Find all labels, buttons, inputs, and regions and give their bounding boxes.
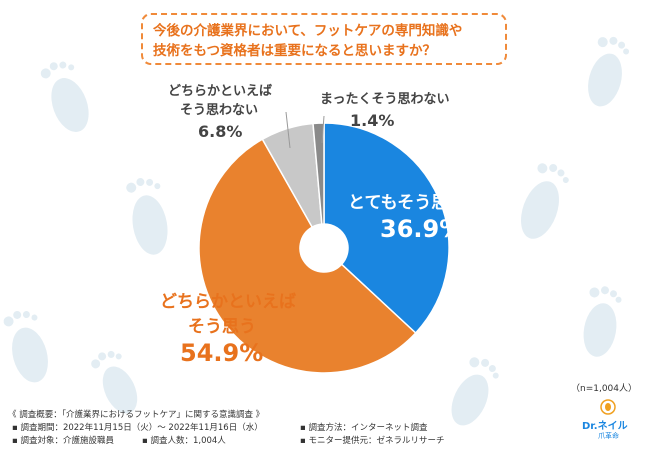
question-title-box: 今後の介護業界において、フットケアの専門知識や 技術をもつ資格者は重要になると思… [141, 13, 507, 65]
label-somewhat-agree-text2: そう思う [188, 317, 256, 337]
label-strongly-agree: とてもそう思う 36.9% [348, 188, 465, 243]
leader-line-somewhat-disagree [285, 111, 291, 149]
question-title-line1: 今後の介護業界において、フットケアの専門知識や [153, 23, 463, 39]
slice-strongly-disagree [312, 122, 325, 225]
label-somewhat-disagree-text1: どちらかといえば [168, 84, 273, 99]
nail-icon [600, 399, 616, 415]
survey-overview: 《 調査概要：「介護業界におけるフットケア」に関する意識調査 》 [8, 410, 265, 420]
label-strongly-agree-text: とてもそう思う [348, 193, 466, 213]
survey-provider: ▪ モニター提供元：ゼネラルリサーチ [300, 436, 445, 446]
survey-target: ▪ 調査対象：介護施設職員 [12, 436, 114, 446]
survey-count: ▪ 調査人数：1,004人 [142, 436, 226, 446]
label-somewhat-disagree: どちらかといえば そう思わない 6.8% [168, 80, 272, 141]
dr-nail-logo: Dr.ネイル 爪革命 [578, 398, 638, 444]
label-somewhat-agree-value: 54.9% [180, 339, 264, 367]
leader-line-strongly-disagree [321, 115, 325, 144]
label-somewhat-disagree-value: 6.8% [198, 122, 243, 141]
label-somewhat-agree-text1: どちらかといえば [160, 292, 296, 312]
label-strongly-disagree-text: まったくそう思わない [320, 92, 450, 107]
label-strongly-agree-value: 36.9% [380, 215, 464, 243]
question-title-line2: 技術をもつ資格者は重要になると思いますか？ [153, 43, 436, 59]
slice-somewhat-agree [198, 138, 417, 374]
label-somewhat-disagree-text2: そう思わない [180, 103, 259, 118]
label-somewhat-agree: どちらかといえば そう思う 54.9% [160, 287, 296, 367]
logo-text: Dr.ネイル [582, 421, 628, 432]
label-strongly-disagree-value: 1.4% [350, 111, 395, 130]
slice-strongly-agree [323, 122, 450, 335]
label-strongly-disagree: まったくそう思わない 1.4% [320, 88, 449, 130]
survey-period: ▪ 調査期間：2022年11月15日（火）〜 2022年11月16日（水） [12, 423, 263, 433]
sample-size: （n=1,004人） [571, 384, 638, 394]
logo-subtext: 爪革命 [598, 432, 619, 440]
survey-method: ▪ 調査方法：インターネット調査 [300, 423, 428, 433]
